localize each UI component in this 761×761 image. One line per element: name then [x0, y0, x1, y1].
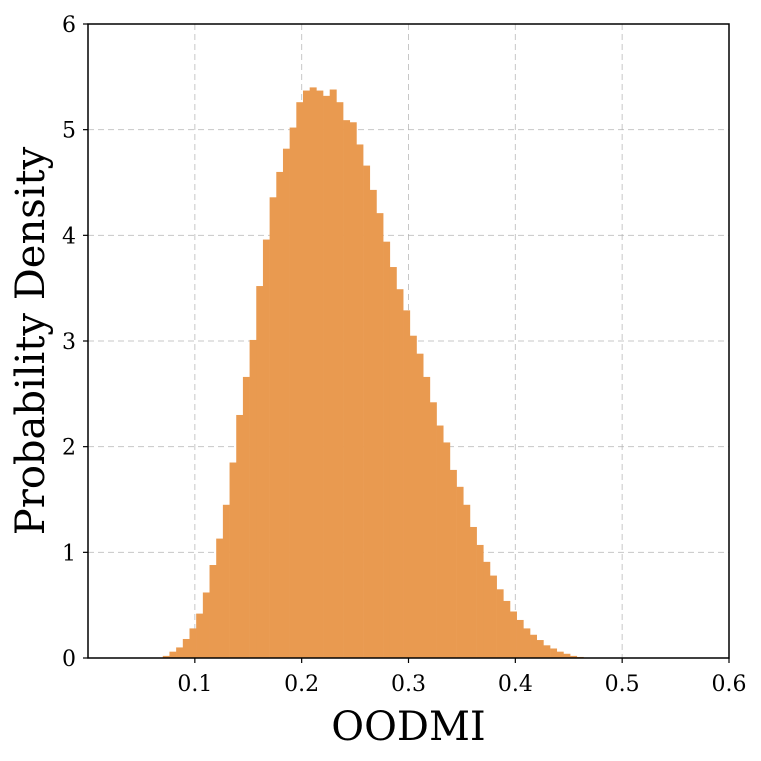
histogram-bar	[369, 189, 377, 658]
histogram-bar	[256, 286, 264, 658]
histogram-bar	[496, 589, 504, 658]
histogram-bar	[516, 619, 524, 658]
histogram-bar	[423, 376, 431, 658]
histogram-bar	[543, 645, 551, 658]
histogram-bar	[309, 87, 317, 658]
histogram-bar	[329, 89, 337, 659]
x-tick-label: 0.5	[605, 672, 640, 697]
histogram-bar	[463, 504, 471, 658]
histogram-bar	[262, 239, 270, 658]
histogram-bar	[489, 575, 497, 658]
histogram-bar	[349, 122, 357, 658]
histogram-bar	[563, 653, 571, 658]
histogram-bar	[196, 613, 204, 658]
y-axis-title: Probability Density	[8, 146, 54, 535]
histogram-bar	[530, 634, 537, 658]
histogram-bar	[222, 504, 230, 658]
y-tick-label: 2	[62, 436, 76, 461]
histogram-bar	[176, 647, 184, 658]
histogram-bar	[383, 241, 391, 658]
histogram-bar	[323, 95, 331, 658]
x-tick-label: 0.1	[177, 672, 212, 697]
histogram-bar	[409, 335, 417, 658]
histogram-bar	[303, 90, 310, 658]
histogram-bar	[182, 638, 190, 658]
histogram-bar	[289, 127, 297, 658]
x-axis-title: OODMI	[331, 704, 485, 750]
y-tick-label: 6	[62, 13, 76, 38]
histogram-bar	[469, 526, 477, 658]
histogram-bar	[556, 651, 564, 658]
histogram-bar	[403, 310, 411, 658]
histogram-bar	[449, 469, 457, 658]
y-tick-label: 0	[62, 647, 76, 672]
histogram-bar	[242, 376, 250, 658]
x-tick-label: 0.4	[498, 672, 533, 697]
histogram-bar	[396, 289, 404, 658]
histogram-bar	[276, 171, 284, 658]
histogram-bar	[269, 197, 277, 658]
histogram-bar	[189, 628, 197, 658]
histogram-bar	[509, 611, 517, 658]
histogram-bar	[523, 628, 531, 658]
histogram-bar	[162, 655, 170, 658]
histogram-bar	[356, 144, 364, 658]
histogram-bar	[429, 402, 437, 658]
bars-layer	[162, 87, 584, 659]
y-tick-label: 1	[62, 541, 76, 566]
histogram-bar	[483, 561, 491, 658]
histogram-bar	[209, 565, 217, 658]
histogram-bar	[376, 213, 384, 659]
x-tick-label: 0.6	[712, 672, 747, 697]
histogram-bar	[216, 538, 224, 658]
histogram-bar	[416, 353, 424, 658]
histogram-bar	[169, 651, 177, 658]
histogram-bar	[343, 120, 351, 658]
histogram-bar	[282, 148, 290, 659]
y-tick-label: 3	[62, 330, 76, 355]
histogram-bar	[570, 655, 578, 658]
histogram-bar	[316, 90, 324, 658]
histogram-bar	[229, 462, 237, 658]
histogram-bar	[456, 486, 464, 658]
y-tick-label: 4	[62, 224, 76, 249]
histogram-bar	[443, 442, 451, 658]
histogram-bar	[336, 102, 344, 658]
x-tick-label: 0.3	[391, 672, 426, 697]
y-tick-label: 5	[62, 119, 76, 144]
histogram-bar	[550, 648, 558, 658]
histogram-bar	[202, 592, 210, 658]
histogram-bar	[389, 267, 397, 658]
histogram-bar	[296, 102, 304, 658]
histogram-bar	[249, 339, 257, 658]
histogram-bar	[536, 640, 544, 658]
histogram-bar	[503, 600, 511, 658]
histogram-bar	[236, 414, 244, 658]
histogram-bar	[476, 544, 484, 658]
histogram-bar	[436, 425, 444, 658]
histogram-bar	[363, 165, 371, 659]
x-tick-label: 0.2	[284, 672, 319, 697]
ticks-layer: 0.1 0.2 0.3 0.4 0.5 0.6 0 1 2 3 4 5 6	[62, 13, 747, 697]
